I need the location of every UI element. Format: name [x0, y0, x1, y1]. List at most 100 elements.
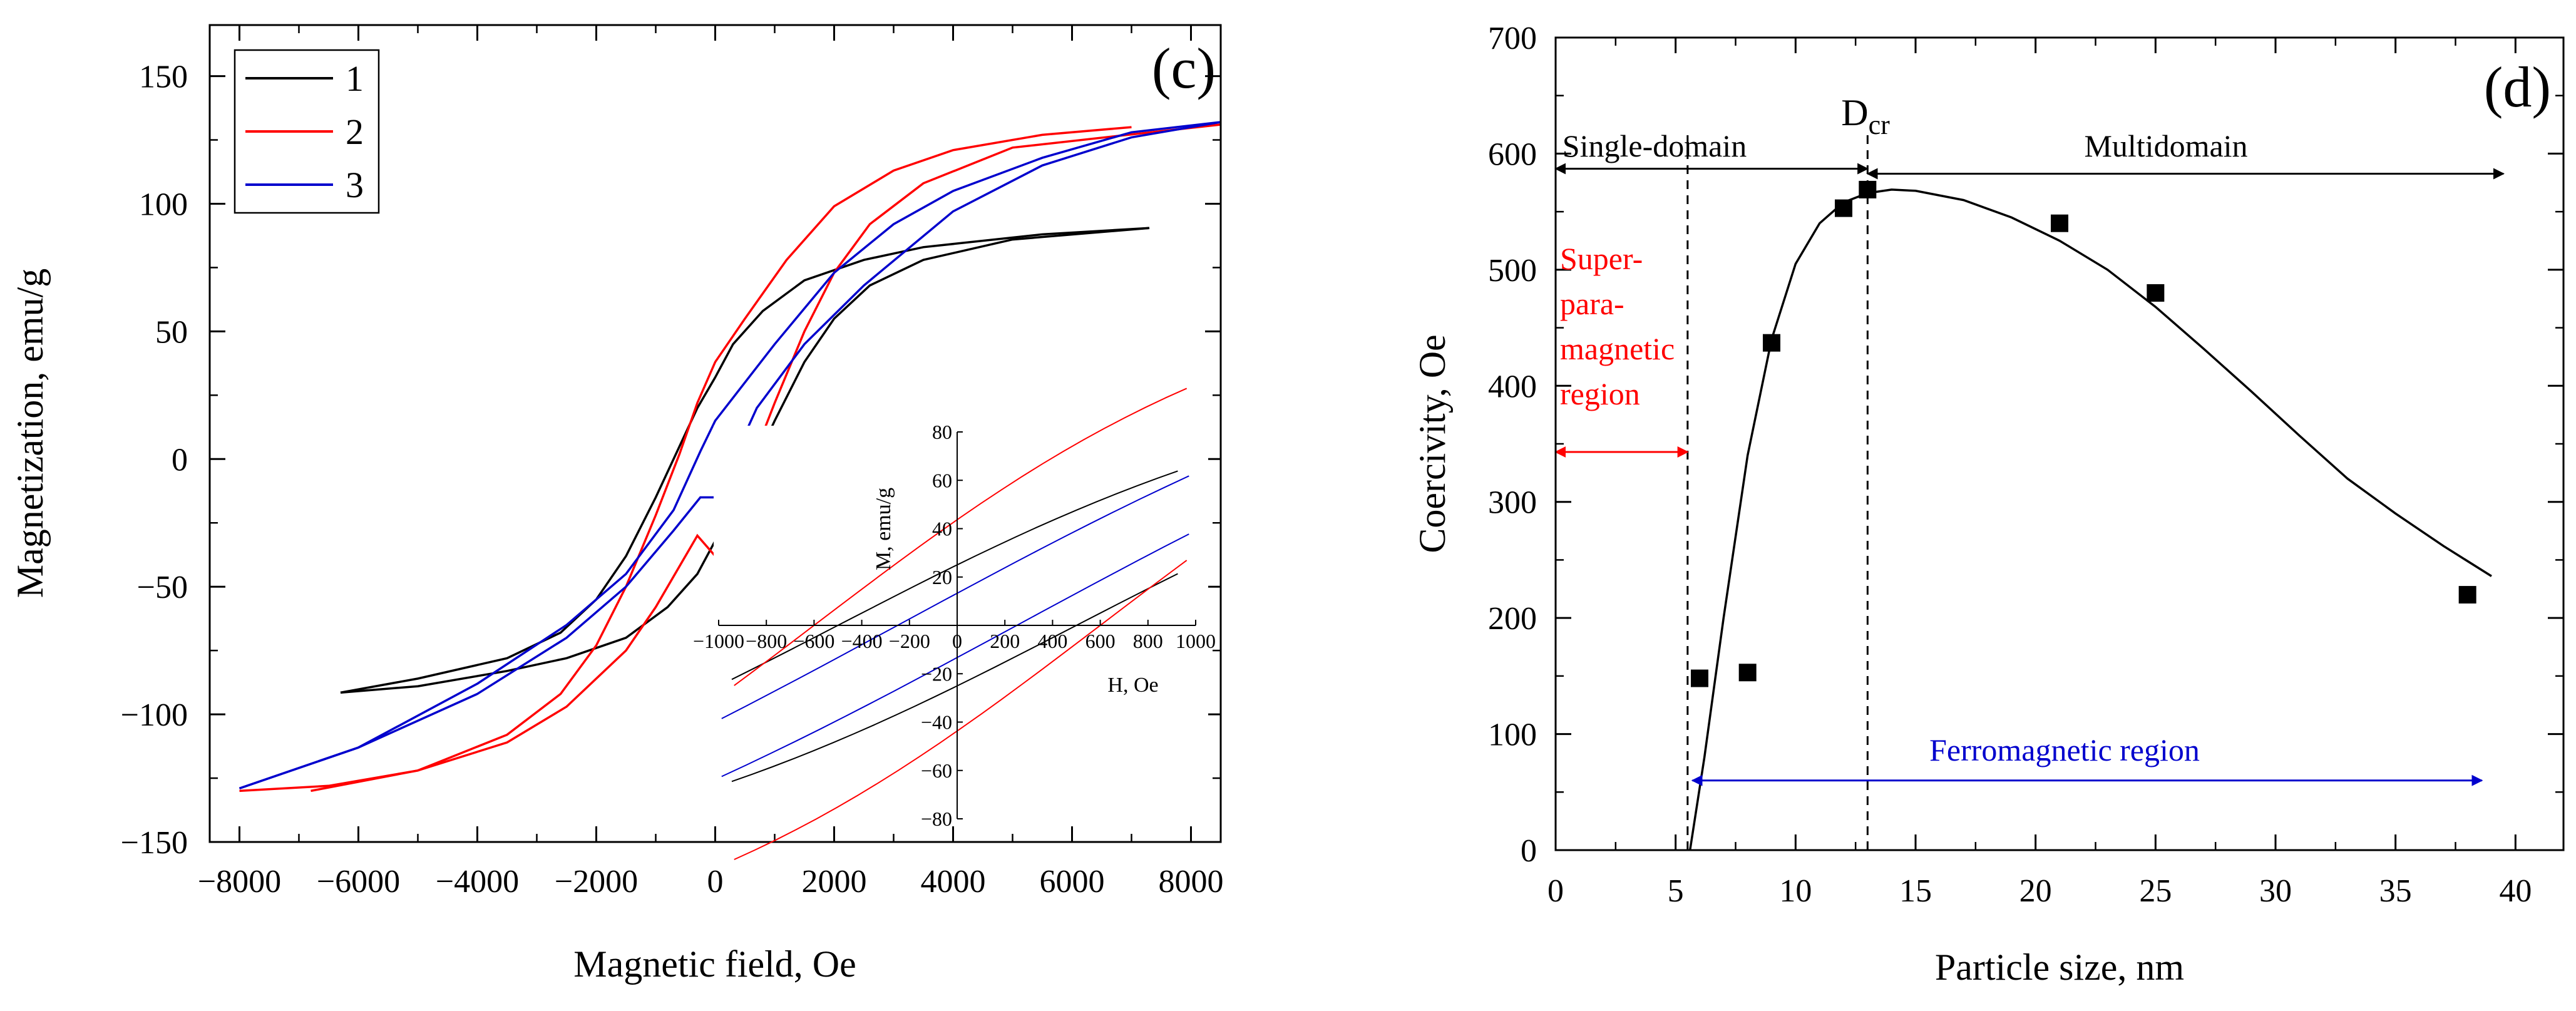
d-y-tick-label: 700: [1488, 21, 1537, 56]
inset-x-tick-label: 800: [1133, 630, 1163, 652]
single-domain-label: Single-domain: [1563, 128, 1747, 163]
c-y-tick-label: −50: [137, 570, 188, 605]
panel-c-axes: −8000 −6000 −4000 −2000 0 2000 4000 6000 8000−15…: [121, 25, 1224, 900]
inset-y-tick-label: −80: [921, 808, 952, 830]
superpara-line-4: region: [1560, 376, 1640, 411]
inset-series-2-ascending: [734, 560, 1188, 860]
inset-y-tick-label: 20: [932, 566, 952, 588]
superpara-line-2: para-: [1560, 286, 1624, 321]
c-x-tick-label: 6000: [1040, 864, 1105, 900]
inset-x-tick-label: 200: [990, 630, 1020, 652]
c-y-tick-label: 50: [155, 314, 188, 350]
d-x-tick-label: 0: [1547, 873, 1564, 909]
data-point: [2147, 284, 2165, 302]
c-y-tick-label: −100: [121, 697, 188, 733]
panel-d-label: (d): [2484, 55, 2551, 119]
dcr-annotation: Dcr: [1841, 92, 1890, 140]
d-x-tick-label: 40: [2499, 873, 2532, 909]
c-x-tick-label: 0: [707, 864, 724, 900]
legend-label-3: 3: [346, 165, 364, 205]
panel-c-inset: −1000 −800 −600 −400 −200 0 200 400 600 800 1000 −8…: [693, 387, 1216, 860]
d-y-tick-label: 300: [1488, 485, 1537, 521]
legend-label-1: 1: [346, 58, 364, 99]
inset-x-tick-label: 0: [952, 630, 962, 652]
inset-x-tick-label: −200: [889, 630, 930, 652]
c-y-tick-label: 150: [139, 59, 188, 95]
dcr-main: D: [1841, 92, 1868, 133]
inset-y-axis-label: M, emu/g: [872, 488, 895, 570]
legend-label-2: 2: [346, 111, 364, 152]
data-point: [1763, 334, 1780, 352]
inset-x-tick-label: −1000: [693, 630, 744, 652]
c-x-tick-label: −6000: [317, 864, 400, 900]
d-x-tick-label: 30: [2259, 873, 2292, 909]
inset-y-tick-label: −60: [921, 759, 952, 782]
panel-c-label: (c): [1152, 36, 1216, 100]
panel-c-y-axis-label: Magnetization, emu/g: [9, 269, 51, 598]
panel-c-x-axis-label: Magnetic field, Oe: [573, 943, 856, 985]
d-x-tick-label: 10: [1779, 873, 1812, 909]
inset-x-axis-label: H, Oe: [1107, 674, 1158, 697]
inset-y-tick-label: 40: [932, 518, 952, 540]
c-y-tick-label: 0: [172, 442, 188, 478]
c-y-tick-label: −150: [121, 825, 188, 861]
inset-series-1-ascending: [731, 573, 1178, 783]
c-y-tick-label: 100: [139, 187, 188, 222]
inset-x-tick-label: 400: [1037, 630, 1067, 652]
panel-d-y-axis-label: Coercivity, Oe: [1412, 334, 1453, 553]
d-y-tick-label: 200: [1488, 601, 1537, 637]
inset-y-tick-label: −20: [921, 662, 952, 685]
data-point: [1859, 180, 1877, 198]
ferromagnetic-region-label: Ferromagnetic region: [1929, 732, 2200, 767]
d-x-tick-label: 5: [1668, 873, 1684, 909]
c-x-tick-label: −2000: [555, 864, 638, 900]
d-x-tick-label: 35: [2379, 873, 2412, 909]
inset-y-tick-label: 80: [932, 421, 952, 443]
inset-x-tick-label: −400: [841, 630, 883, 652]
panel-c-legend: 1 2 3: [233, 49, 380, 214]
fit-curve: [1688, 188, 2492, 851]
d-y-tick-label: 0: [1521, 833, 1537, 869]
dcr-subscript: cr: [1869, 110, 1891, 140]
inset-series-2-descending: [734, 387, 1188, 686]
c-x-tick-label: 2000: [802, 864, 867, 900]
d-y-tick-label: 500: [1488, 253, 1537, 289]
d-y-tick-label: 600: [1488, 136, 1537, 172]
panel-d-x-axis-label: Particle size, nm: [1935, 947, 2184, 988]
inset-layer: −1000 −800 −600 −400 −200 0 200 400 600 800 1000 −8…: [693, 387, 1216, 860]
inset-x-tick-label: −600: [793, 630, 834, 652]
inset-series-3-descending: [721, 475, 1189, 719]
inset-x-tick-label: 600: [1085, 630, 1116, 652]
multidomain-label: Multidomain: [2084, 128, 2247, 163]
c-x-tick-label: −8000: [198, 864, 281, 900]
superparamagnetic-label: Super- para- magnetic region: [1560, 241, 1675, 411]
inset-y-tick-label: 60: [932, 469, 952, 491]
inset-series-3-ascending: [721, 533, 1189, 777]
c-x-tick-label: −4000: [436, 864, 519, 900]
data-point: [2051, 214, 2068, 232]
c-x-tick-label: 4000: [921, 864, 986, 900]
inset-series-1-descending: [731, 470, 1178, 680]
inset-x-tick-label: 1000: [1176, 630, 1216, 652]
d-y-tick-label: 100: [1488, 717, 1537, 753]
series-3-descending-branch: [239, 121, 1221, 790]
panel-d-content-layer: [1554, 135, 2505, 851]
panel-c: −8000 −6000 −4000 −2000 0 2000 4000 6000 8000−15…: [9, 24, 1224, 985]
series-2-descending-branch: [310, 126, 1132, 793]
data-point: [1738, 664, 1757, 682]
superpara-line-3: magnetic: [1560, 331, 1675, 366]
data-point: [1691, 669, 1708, 687]
d-x-tick-label: 25: [2139, 873, 2172, 909]
d-y-tick-label: 400: [1488, 369, 1537, 404]
data-point: [1835, 199, 1852, 217]
d-x-tick-label: 15: [1899, 873, 1932, 909]
inset-x-tick-label: −800: [746, 630, 787, 652]
c-x-tick-label: 8000: [1159, 864, 1224, 900]
d-x-tick-label: 20: [2019, 873, 2052, 909]
inset-y-tick-label: −40: [921, 711, 952, 734]
data-point: [2458, 586, 2476, 604]
superpara-line-1: Super-: [1560, 241, 1643, 276]
